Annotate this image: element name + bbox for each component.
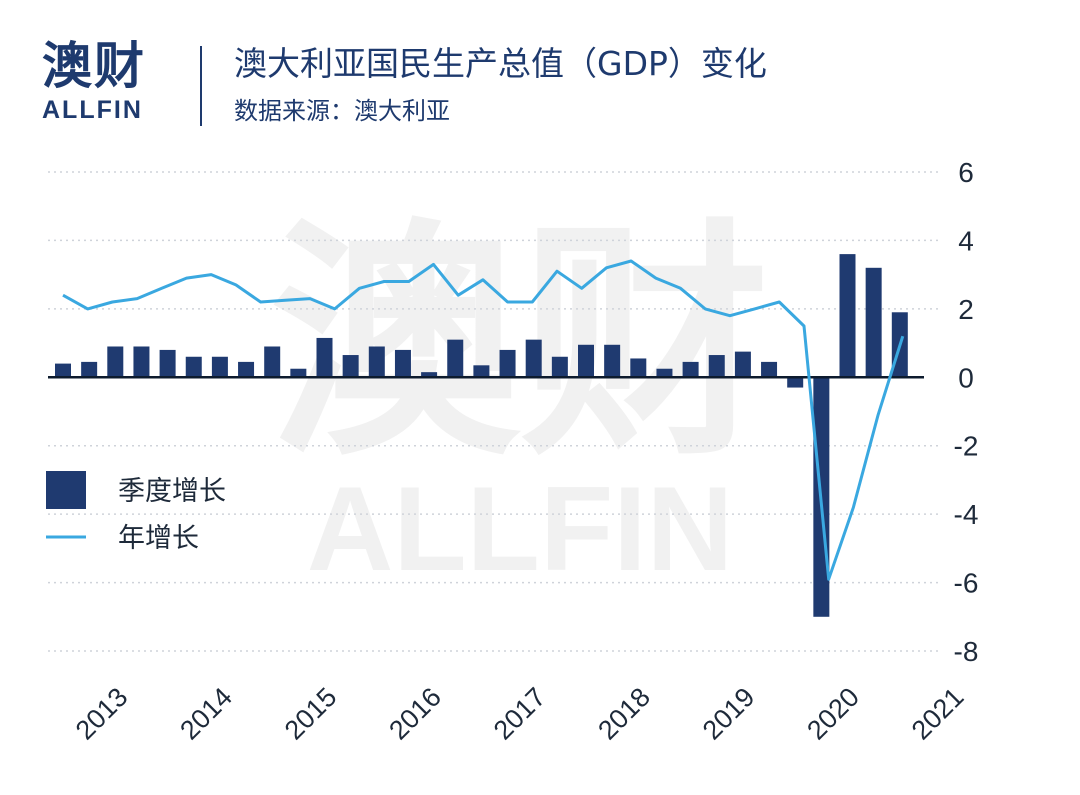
- bar: [107, 346, 124, 378]
- y-tick-label: 6: [958, 157, 974, 188]
- bar: [159, 349, 176, 378]
- watermark-en: ALLFIN: [307, 462, 734, 596]
- bar: [133, 346, 150, 378]
- legend-label-annual: 年增长: [118, 523, 199, 554]
- chart-subtitle: 数据来源：澳大利亚: [234, 97, 450, 125]
- bar: [238, 361, 255, 378]
- y-tick-label: 2: [958, 294, 974, 325]
- x-tick-label: 2021: [906, 682, 970, 746]
- bar: [421, 372, 438, 378]
- header: 澳财 ALLFIN 澳大利亚国民生产总值（GDP）变化 数据来源：澳大利亚: [0, 0, 1080, 140]
- x-tick-label: 2014: [174, 682, 238, 746]
- x-tick-label: 2013: [70, 682, 134, 746]
- bar: [630, 358, 647, 378]
- bar: [865, 267, 882, 378]
- x-tick-label: 2019: [697, 682, 761, 746]
- y-tick-label: -2: [954, 431, 979, 462]
- bar: [604, 344, 621, 378]
- bar: [682, 361, 699, 378]
- bar: [734, 351, 751, 378]
- header-divider: [200, 46, 202, 126]
- bar: [211, 356, 228, 378]
- legend-swatch-bar: [46, 471, 86, 509]
- bar: [787, 377, 804, 388]
- x-tick-label: 2015: [279, 682, 343, 746]
- bar: [761, 361, 778, 378]
- bar: [290, 368, 307, 378]
- bar: [316, 337, 333, 378]
- x-tick-label: 2018: [592, 682, 656, 746]
- bar: [551, 356, 568, 378]
- x-axis: 2013 2014 2015 2016 2017 2018 2019 2020 2021: [70, 682, 970, 746]
- y-tick-label: 0: [958, 362, 974, 393]
- logo-cn: 澳财: [42, 37, 146, 95]
- chart-title: 澳大利亚国民生产总值（GDP）变化: [234, 44, 767, 83]
- bar: [525, 339, 542, 378]
- bar: [342, 355, 359, 378]
- legend-label-quarterly: 季度增长: [118, 476, 226, 507]
- x-tick-label: 2020: [801, 682, 865, 746]
- bar: [264, 346, 281, 378]
- x-tick-label: 2017: [488, 682, 552, 746]
- bar: [185, 356, 202, 378]
- bar: [447, 339, 464, 378]
- bar: [368, 346, 385, 378]
- bar: [708, 355, 725, 378]
- bar: [499, 349, 516, 378]
- y-tick-label: 4: [958, 225, 974, 256]
- bar: [578, 344, 594, 378]
- bar: [839, 254, 856, 378]
- watermark: 澳财 ALLFIN: [270, 198, 770, 596]
- annual-growth-line: [62, 259, 905, 581]
- watermark-cn: 澳财: [270, 198, 770, 489]
- gridlines: [48, 171, 940, 652]
- y-tick-label: -8: [954, 636, 979, 667]
- bar: [473, 365, 490, 378]
- bar: [81, 361, 98, 378]
- line-series: [62, 259, 905, 581]
- bar-series: [55, 254, 908, 617]
- bar: [656, 368, 673, 378]
- logo-en: ALLFIN: [42, 96, 143, 124]
- bar: [394, 349, 411, 378]
- bar: [55, 363, 71, 378]
- y-tick-label: -4: [954, 499, 979, 530]
- y-tick-label: -6: [954, 568, 979, 599]
- logo: 澳财 ALLFIN: [42, 38, 172, 124]
- x-tick-label: 2016: [383, 682, 447, 746]
- y-axis: 6 4 2 0 -2 -4 -6 -8: [954, 157, 979, 667]
